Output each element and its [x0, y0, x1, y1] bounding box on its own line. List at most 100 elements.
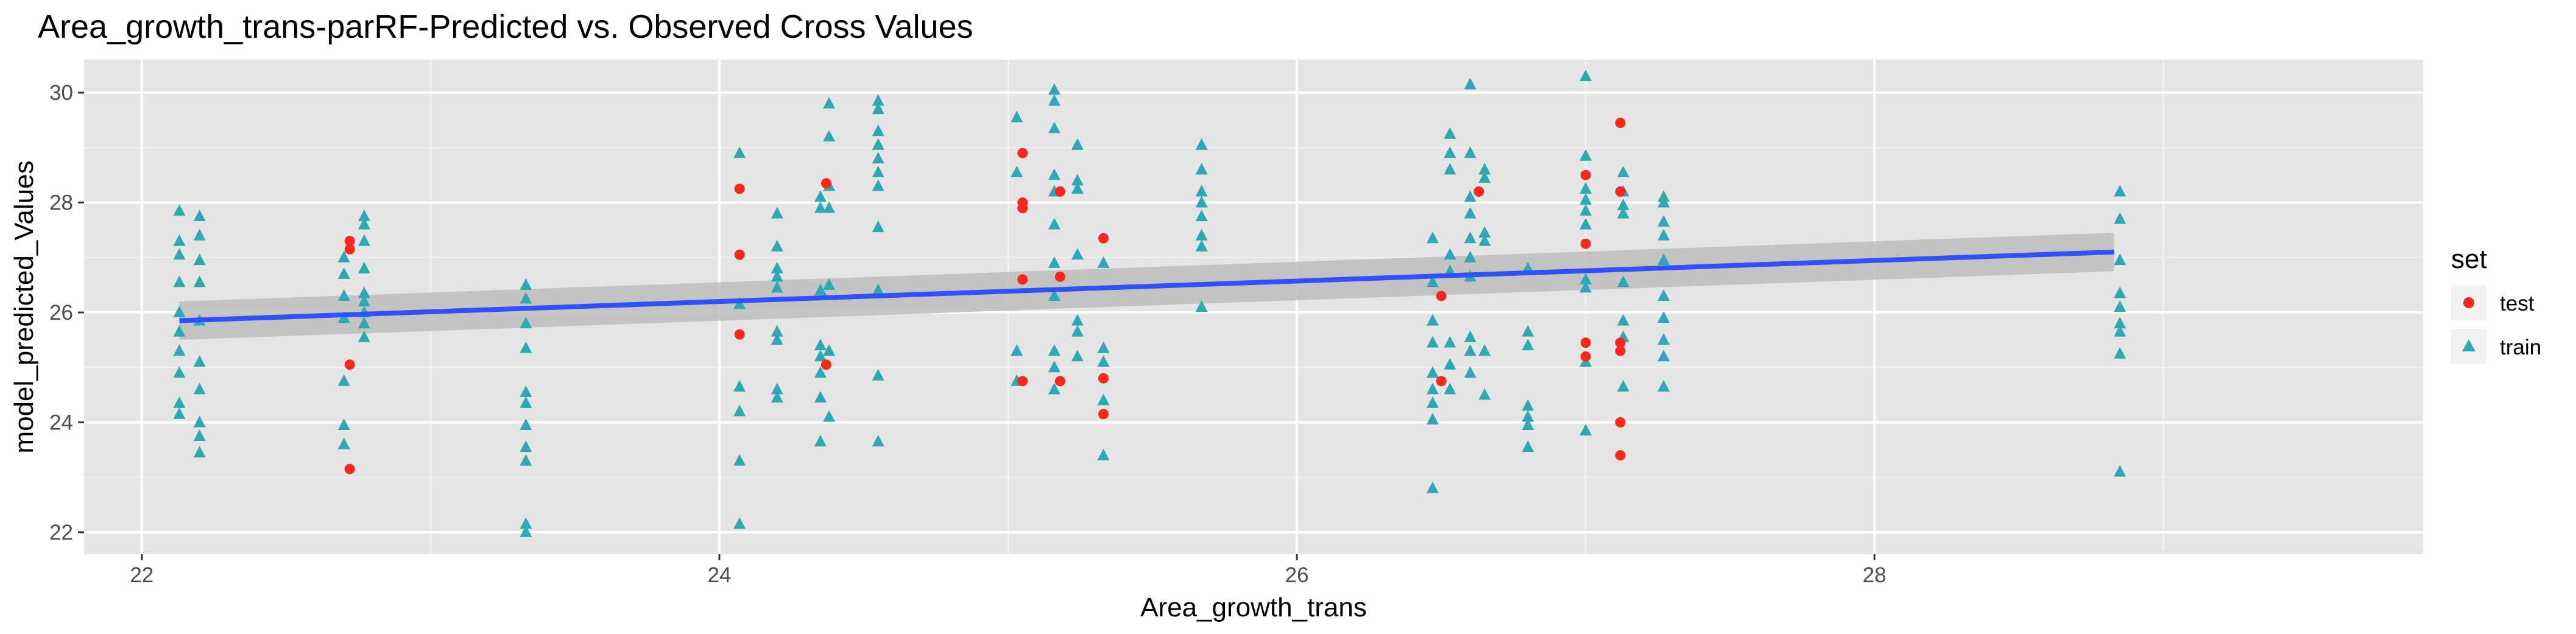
data-point-test [1615, 417, 1626, 428]
data-point-train [193, 415, 206, 428]
data-point-train [1444, 358, 1456, 370]
data-point-train [193, 429, 206, 442]
data-point-train [1657, 195, 1670, 208]
data-point-train [823, 410, 836, 422]
data-point-train [520, 341, 532, 353]
y-tick-label: 30 [49, 81, 73, 105]
legend-label-train: train [2500, 336, 2541, 359]
data-point-train [1097, 355, 1110, 367]
data-point-train [1657, 228, 1670, 241]
data-point-train [1011, 165, 1023, 177]
data-point-train [872, 220, 884, 233]
data-point-train [771, 333, 783, 345]
data-point-test [1615, 337, 1626, 348]
data-point-train [193, 446, 206, 458]
data-point-train [173, 204, 186, 216]
data-point-train [520, 292, 532, 304]
data-point-train [1048, 361, 1060, 373]
data-point-train [1617, 165, 1629, 177]
data-point-train [1444, 127, 1456, 139]
data-point-train [1071, 138, 1084, 150]
data-point-train [1617, 379, 1629, 392]
data-point-test [1436, 291, 1447, 301]
data-point-train [1426, 481, 1439, 493]
data-point-train [173, 344, 186, 356]
data-point-train [872, 94, 884, 106]
data-point-train [1657, 379, 1670, 392]
data-point-train [1464, 330, 1477, 342]
data-point-train [173, 407, 186, 419]
data-point-train [1478, 171, 1491, 183]
data-point-train [193, 210, 206, 222]
data-point-train [771, 325, 783, 337]
data-point-test [1615, 450, 1626, 461]
data-point-train [1522, 339, 1534, 351]
data-point-train [1048, 121, 1060, 133]
data-point-train [173, 396, 186, 408]
data-point-test [1615, 186, 1626, 197]
data-point-train [1426, 314, 1439, 326]
data-point-train [193, 355, 206, 367]
data-point-train [823, 201, 836, 213]
data-point-train [520, 418, 532, 430]
data-point-train [2114, 317, 2126, 329]
data-point-train [1011, 110, 1023, 122]
data-point-train [872, 124, 884, 136]
data-point-train [1657, 215, 1670, 227]
data-point-train [1579, 182, 1592, 194]
data-point-train [1048, 382, 1060, 395]
data-point-train [1657, 350, 1670, 362]
data-point-train [2114, 185, 2126, 197]
data-point-train [1617, 314, 1629, 326]
data-point-train [337, 250, 350, 262]
legend-label-test: test [2500, 292, 2535, 315]
y-axis: 22 24 26 28 30 [49, 81, 84, 544]
data-point-test [1098, 233, 1109, 244]
data-point-train [733, 404, 746, 417]
data-point-train [2114, 347, 2126, 359]
data-point-train [872, 435, 884, 447]
data-point-test [1054, 376, 1065, 387]
data-point-train [1048, 344, 1060, 356]
data-point-train [872, 152, 884, 164]
data-point-train [1579, 424, 1592, 435]
data-point-train [520, 525, 532, 537]
data-point-test [734, 183, 745, 194]
data-point-train [1464, 344, 1477, 356]
data-point-train [733, 379, 746, 392]
data-point-train [733, 297, 746, 309]
data-point-train [520, 454, 532, 466]
data-point-test [344, 359, 355, 370]
data-point-train [1011, 344, 1023, 356]
data-point-train [1579, 281, 1592, 293]
data-point-test [1615, 345, 1626, 356]
data-point-train [1195, 138, 1208, 150]
data-point-train [1522, 399, 1534, 411]
data-point-train [872, 179, 884, 191]
data-point-test [1017, 274, 1028, 285]
data-point-train [1464, 206, 1477, 219]
data-point-train [1617, 199, 1629, 211]
data-point-test [1017, 376, 1028, 387]
data-point-train [771, 390, 783, 403]
data-point-train [771, 270, 783, 282]
data-point-train [814, 435, 827, 447]
data-point-train [1464, 366, 1477, 378]
data-point-train [2114, 286, 2126, 298]
trend-line [179, 249, 2114, 323]
data-point-test [344, 463, 355, 474]
data-point-train [814, 339, 827, 351]
data-point-train [1097, 341, 1110, 353]
data-point-train [1071, 174, 1084, 186]
data-point-test [1580, 337, 1591, 348]
data-point-train [1579, 217, 1592, 230]
data-point-train [1464, 231, 1477, 244]
legend: set test train [2451, 244, 2541, 364]
data-point-train [1048, 289, 1060, 301]
data-point-train [814, 201, 827, 213]
data-point-train [1478, 226, 1491, 238]
data-point-train [872, 368, 884, 381]
data-point-train [1444, 146, 1456, 158]
data-point-train [1071, 350, 1084, 362]
data-point-test [344, 244, 355, 255]
